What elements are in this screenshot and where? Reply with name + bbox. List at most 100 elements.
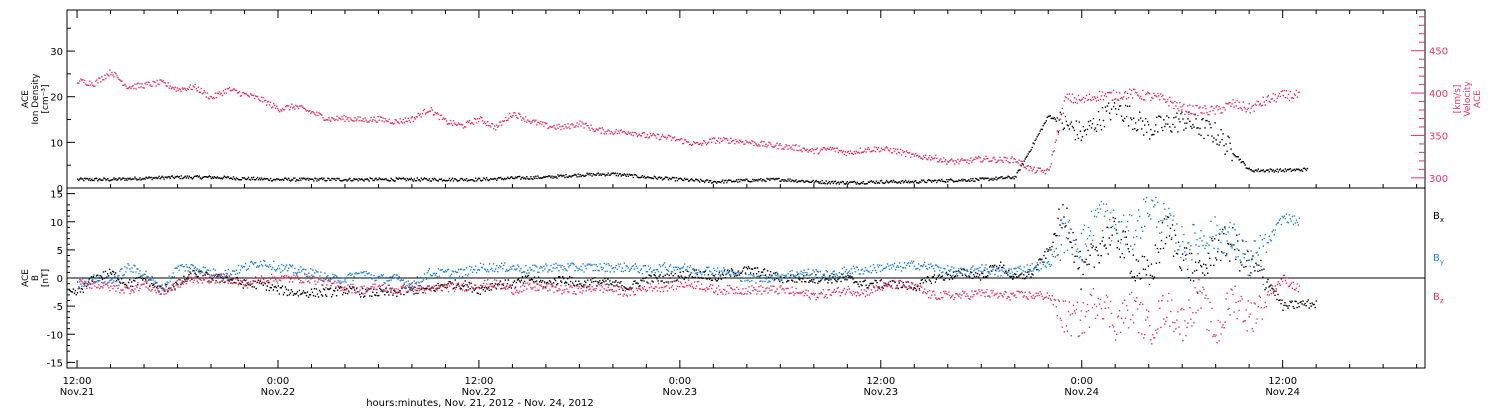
velocity-series-point xyxy=(747,141,749,143)
bfield-series-by-point xyxy=(1030,270,1032,272)
bfield-series-by-point xyxy=(205,270,207,272)
velocity-series-point xyxy=(960,159,962,161)
density-tick-label: 0 xyxy=(57,184,63,195)
velocity-series-point xyxy=(477,120,480,123)
velocity-series-point xyxy=(658,138,661,141)
bfield-series-by-point xyxy=(468,265,471,268)
bfield-series-bx-point xyxy=(1280,302,1282,305)
bfield-series-bx-point xyxy=(269,286,271,289)
velocity-series-point xyxy=(1017,162,1019,164)
bfield-series-bx-point xyxy=(1242,240,1244,242)
bfield-series-by-point xyxy=(766,276,768,278)
bfield-series-bx-point xyxy=(205,272,207,274)
ion-density-series-point xyxy=(823,182,825,184)
bfield-series-bx-point xyxy=(565,281,567,283)
bfield-series-by-point xyxy=(712,272,714,275)
ion-density-series-point xyxy=(557,174,559,176)
ion-density-series-point xyxy=(195,175,197,177)
bfield-series-by-point xyxy=(1031,263,1033,265)
ion-density-series-point xyxy=(255,178,258,180)
bfield-series-by-point xyxy=(395,274,397,276)
bfield-series-bx-point xyxy=(919,282,921,285)
ion-density-series-point xyxy=(858,183,861,185)
bfield-series-by-point xyxy=(682,265,685,268)
velocity-series-point xyxy=(984,158,986,160)
velocity-series-point xyxy=(473,117,476,120)
bfield-series-by-point xyxy=(1209,236,1211,238)
ion-density-series-point xyxy=(277,178,279,180)
bfield-series-bx-point xyxy=(1141,255,1144,258)
velocity-tick-label: 350 xyxy=(1429,131,1448,142)
ion-density-series-point xyxy=(688,180,691,182)
bfield-series-by-point xyxy=(418,282,420,284)
ion-density-series-point xyxy=(863,183,866,185)
bfield-series-by-point xyxy=(360,271,362,273)
ion-density-series-point xyxy=(627,175,629,177)
bfield-series-by-point xyxy=(1207,252,1209,254)
bfield-series-by-point xyxy=(370,274,372,276)
bfield-series-bx-point xyxy=(784,277,786,279)
velocity-series-point xyxy=(906,151,909,154)
bfield-series-bx-point xyxy=(1112,216,1114,219)
bfield-series-by-point xyxy=(1075,250,1078,252)
bfield-series-by-point xyxy=(669,264,672,266)
bfield-series-by-point xyxy=(237,264,240,267)
velocity-series-point xyxy=(412,120,414,123)
ion-density-series-point xyxy=(1190,125,1192,128)
velocity-series-point xyxy=(410,117,412,119)
bfield-series-by-point xyxy=(1126,220,1129,223)
bfield-series-by-point xyxy=(482,263,485,266)
bfield-series-by-point xyxy=(816,270,818,272)
bfield-series-bx-point xyxy=(376,292,378,294)
ion-density-series-point xyxy=(289,179,291,181)
velocity-series-point xyxy=(285,106,287,108)
bfield-series-by-point xyxy=(441,268,444,271)
bfield-series-bx-point xyxy=(1173,229,1176,232)
bfield-series-bx-point xyxy=(1182,259,1185,261)
velocity-series-point xyxy=(84,79,86,82)
ion-density-series-point xyxy=(621,174,623,176)
bfield-series-bx-point xyxy=(356,287,358,290)
velocity-series-point xyxy=(264,99,267,101)
bfield-series-by-point xyxy=(886,263,889,265)
bfield-series-bx-point xyxy=(1016,276,1018,278)
velocity-series-point xyxy=(704,140,706,142)
bfield-series-by-point xyxy=(333,276,335,278)
ion-density-series-point xyxy=(413,178,415,180)
velocity-series-point xyxy=(1286,97,1289,99)
velocity-series-point xyxy=(206,92,209,94)
velocity-series-point xyxy=(564,123,566,126)
bfield-series-by-point xyxy=(555,262,557,265)
bfield-series-bx-point xyxy=(854,281,856,283)
bfield-series-by-point xyxy=(320,271,322,273)
ion-density-series-point xyxy=(1177,131,1179,133)
velocity-series-point xyxy=(993,156,995,158)
ion-density-series-point xyxy=(405,180,407,182)
bfield-series-by-point xyxy=(433,272,436,275)
bfield-series-bx-point xyxy=(1089,254,1091,256)
velocity-series-point xyxy=(201,93,203,95)
bfield-series-by-point xyxy=(1152,200,1154,202)
bfield-series-by-point xyxy=(837,276,839,278)
velocity-series-point xyxy=(98,77,100,79)
ion-density-series-point xyxy=(804,181,806,183)
ion-density-series-point xyxy=(288,177,290,179)
ion-density-series-point xyxy=(1260,169,1262,172)
velocity-series-point xyxy=(1012,161,1014,164)
ion-density-series-point xyxy=(1270,168,1272,171)
bfield-series-by-point xyxy=(934,270,936,272)
bfield-series-by-point xyxy=(171,276,173,278)
bfield-series-by-point xyxy=(1245,240,1247,243)
ion-density-series-point xyxy=(522,176,524,178)
ion-density-series-point xyxy=(1210,127,1212,129)
bfield-series-by-point xyxy=(327,275,329,277)
bfield-series-bx-point xyxy=(1170,238,1173,240)
bfield-series-bx-point xyxy=(1238,249,1240,252)
bfield-series-bx-point xyxy=(662,275,664,278)
velocity-series-point xyxy=(1141,98,1143,100)
bfield-series-by-point xyxy=(264,264,267,266)
bfield-series-bx-point xyxy=(190,272,192,275)
bfield-series-bx-point xyxy=(980,272,983,274)
bfield-series-by-point xyxy=(772,278,774,280)
bfield-series-bx-point xyxy=(989,266,991,268)
